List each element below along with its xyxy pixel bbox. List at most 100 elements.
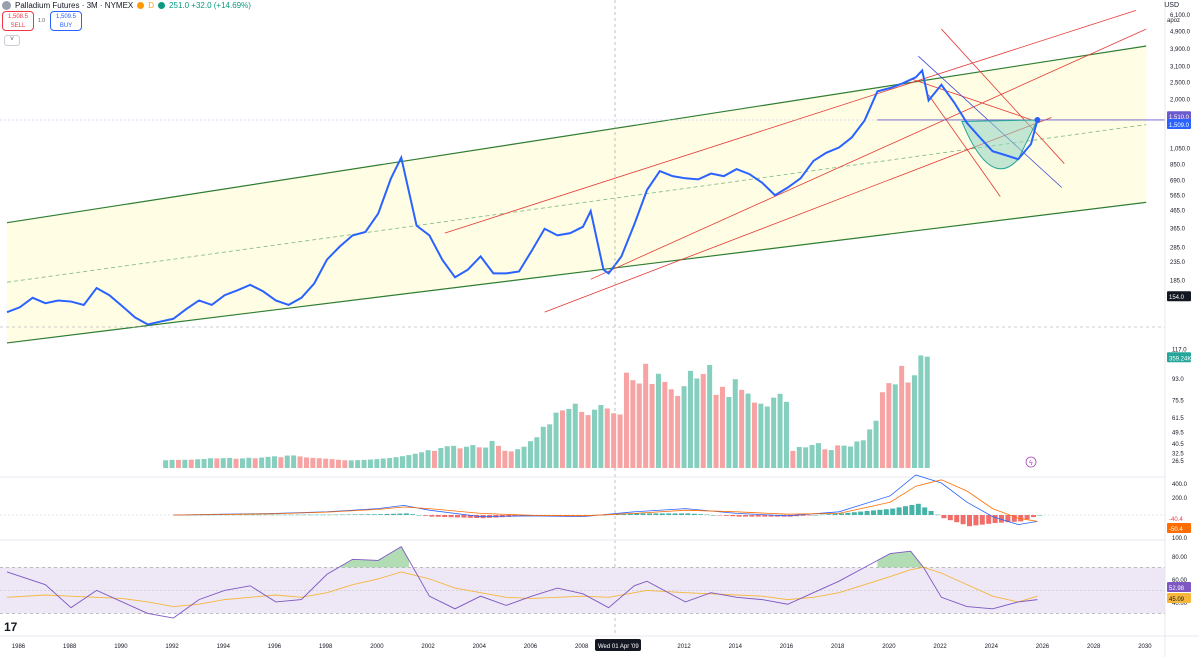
volume-bar xyxy=(790,450,796,468)
volume-bar xyxy=(374,459,380,468)
volume-bar xyxy=(316,458,322,468)
macd-histogram-bar xyxy=(384,514,390,515)
macd-histogram-bar xyxy=(973,515,979,526)
macd-histogram-bar xyxy=(371,514,377,515)
collapse-chevron-icon[interactable]: ˅ xyxy=(4,35,20,46)
rsi-band xyxy=(0,567,1165,614)
rsi-tick-label: 60.00 xyxy=(1172,578,1188,584)
rsi-value-tag-bg xyxy=(1167,581,1191,592)
macd-histogram-bar xyxy=(967,515,972,527)
volume-bar xyxy=(918,355,924,468)
horizontal-level-tag: 1,510.0 xyxy=(1169,115,1190,121)
volume-bar xyxy=(239,458,245,468)
volume-bar xyxy=(476,447,482,468)
macd-histogram-bar xyxy=(928,511,934,515)
volume-bar xyxy=(694,378,700,468)
macd-histogram-bar xyxy=(909,505,915,515)
macd-histogram-bar xyxy=(730,515,736,517)
volume-bar xyxy=(207,458,213,468)
volume-bar xyxy=(732,379,738,468)
currency-label[interactable]: USD xyxy=(1164,2,1179,9)
time-tick-label: 1994 xyxy=(217,644,231,650)
macd-histogram-bar xyxy=(295,514,300,516)
volume-bar xyxy=(483,447,489,468)
price-tick-label: 465.0 xyxy=(1170,208,1186,214)
time-tick-label: 1998 xyxy=(319,644,333,650)
macd-histogram-bar xyxy=(301,514,307,516)
macd-histogram-bar xyxy=(685,513,691,515)
macd-line xyxy=(173,474,1038,526)
macd-histogram-bar xyxy=(749,515,755,517)
volume-bar xyxy=(572,403,578,468)
macd-histogram-bar xyxy=(704,514,710,516)
volume-bar xyxy=(707,364,713,468)
volume-tick-label: 75.5 xyxy=(1172,399,1184,405)
volume-bar xyxy=(175,459,181,468)
macd-signal-line xyxy=(173,479,1038,522)
macd-histogram-bar xyxy=(736,515,742,517)
scale-mode[interactable]: apoz xyxy=(1166,18,1180,24)
volume-bar xyxy=(303,457,309,468)
macd-histogram-bar xyxy=(250,514,256,516)
sell-button[interactable]: 1,508.5 SELL xyxy=(2,11,34,31)
flash-icon xyxy=(1025,456,1037,468)
volume-bar xyxy=(246,457,252,468)
price-tick-label: 285.0 xyxy=(1170,246,1186,252)
macd-histogram-bar xyxy=(365,514,371,515)
volume-bar xyxy=(764,406,770,468)
volume-bar xyxy=(412,453,418,468)
volume-tick-label: 49.5 xyxy=(1172,431,1184,437)
price-tick-label: 690.0 xyxy=(1170,178,1186,184)
price-tick-label: 1,050.0 xyxy=(1170,147,1191,153)
buy-button[interactable]: 1,509.5 BUY xyxy=(50,11,82,31)
rsi-overbought-fill-1 xyxy=(877,551,927,568)
volume-bar xyxy=(406,455,412,468)
macd-histogram-bar xyxy=(231,514,236,516)
volume-bar xyxy=(854,441,860,468)
macd-histogram-bar xyxy=(941,515,947,519)
crosshair-date-tag: Wed 01 Apr '09 xyxy=(598,644,639,650)
volume-bar xyxy=(540,426,546,468)
volume-bar xyxy=(463,446,469,468)
time-tick-label: 1988 xyxy=(63,644,77,650)
price-tick-label: 850.0 xyxy=(1170,163,1186,169)
macd-histogram-bar xyxy=(378,514,384,515)
volume-bar xyxy=(879,392,885,468)
symbol-title[interactable]: Palladium Futures · 3M · NYMEX xyxy=(15,1,134,10)
macd-histogram-bar xyxy=(314,514,320,516)
macd-histogram-bar xyxy=(218,514,224,516)
price-tick-label: 3,100.0 xyxy=(1170,64,1191,70)
time-tick-label: 1986 xyxy=(12,644,26,650)
macd-histogram-bar xyxy=(960,515,966,525)
volume-bar xyxy=(259,457,265,468)
macd-histogram-bar xyxy=(672,513,678,515)
volume-bar xyxy=(655,373,661,468)
macd-histogram-bar xyxy=(333,514,339,516)
macd-histogram-bar xyxy=(755,515,761,517)
macd-tick-label: 100.0 xyxy=(1172,536,1188,542)
volume-bar xyxy=(803,447,809,468)
rsi-tick-label: 80.00 xyxy=(1172,555,1188,561)
rsi-ma-line xyxy=(6,566,1038,607)
macd-histogram-bar xyxy=(800,515,806,516)
price-level-154-tag-bg xyxy=(1167,291,1191,302)
macd-histogram-bar xyxy=(461,515,467,518)
volume-bar xyxy=(399,456,405,468)
time-tick-label: 1990 xyxy=(114,644,128,650)
volume-bar xyxy=(719,386,725,468)
rsi-tick-label: 40.00 xyxy=(1172,601,1188,607)
time-tick-label: 1992 xyxy=(165,644,179,650)
volume-bar xyxy=(380,458,386,468)
macd-histogram-bar xyxy=(691,513,697,515)
volume-bar xyxy=(681,386,687,468)
macd-histogram-bar xyxy=(634,513,640,515)
macd-histogram-bar xyxy=(851,512,857,515)
macd-histogram-bar xyxy=(826,514,832,515)
volume-bar xyxy=(566,408,572,468)
macd-tick-label: 400.0 xyxy=(1172,482,1188,488)
volume-bar xyxy=(214,458,220,468)
volume-bar xyxy=(739,389,745,468)
last-change: 251.0 +32.0 (+14.69%) xyxy=(169,1,251,10)
macd-histogram-bar xyxy=(397,513,403,515)
